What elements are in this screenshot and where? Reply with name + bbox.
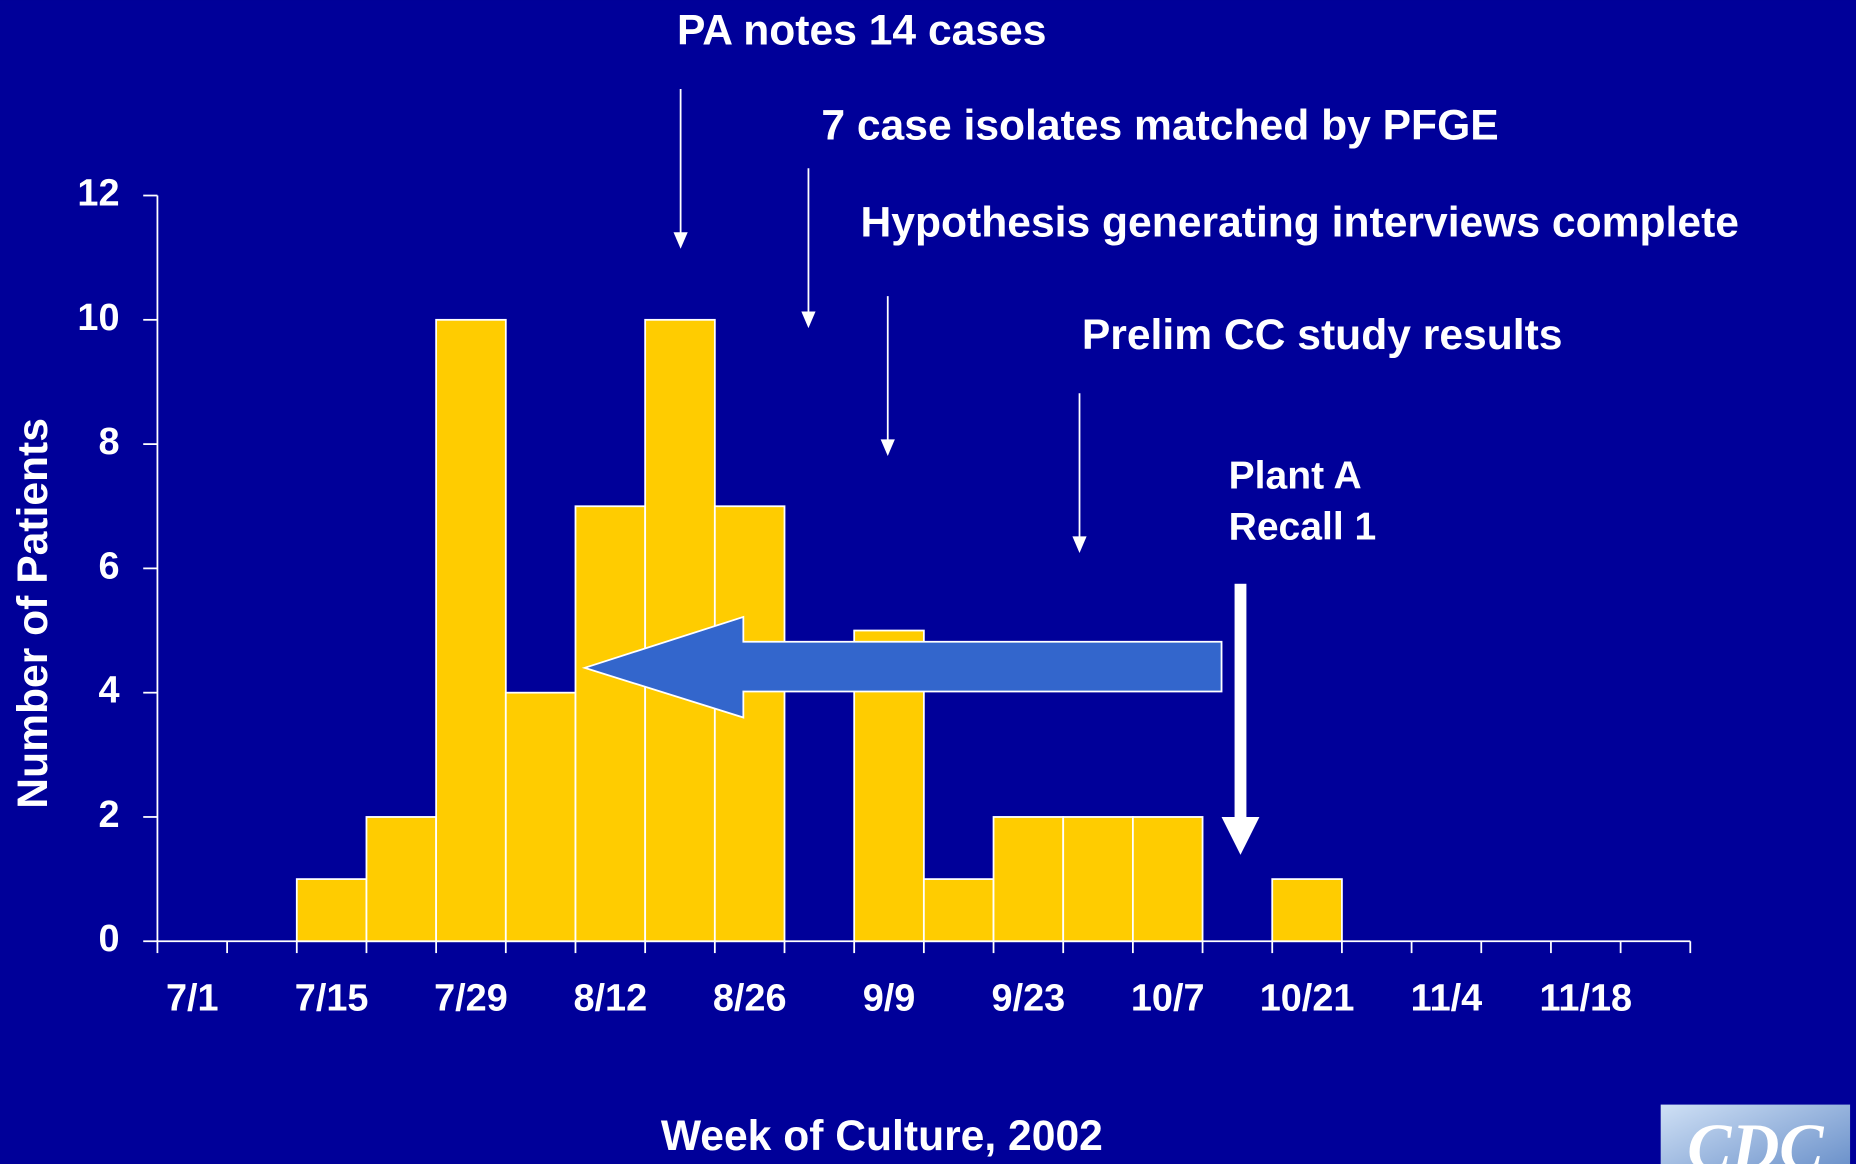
arrow-head [880, 439, 895, 456]
overlay: PA notes 14 cases 7 case isolates matched… [581, 7, 1739, 855]
bar [992, 816, 1065, 943]
bar [713, 505, 786, 943]
annotation: 7 case isolates matched by PFGE [821, 101, 1498, 149]
bar [1271, 878, 1343, 943]
y-tick-label: 2 [98, 794, 119, 836]
bar [504, 691, 577, 943]
arrow-head [801, 311, 816, 329]
bar [1062, 816, 1134, 943]
y-tick-label: 12 [77, 173, 119, 215]
x-tick-label: 8/26 [713, 977, 787, 1019]
x-tick-label: 10/7 [1131, 977, 1205, 1019]
recall-arrow-head [1221, 816, 1260, 855]
x-tick-label: 9/23 [992, 977, 1066, 1019]
x-axis-label: Week of Culture, 2002 [661, 1112, 1103, 1160]
bar [365, 816, 438, 943]
x-tick-label: 9/9 [863, 977, 916, 1019]
y-tick-label: 6 [98, 545, 119, 587]
bar [1131, 816, 1204, 943]
x-tick-label: 11/4 [1411, 977, 1483, 1019]
recall-arrow-shaft [1234, 583, 1247, 821]
annotation: Prelim CC study results [1082, 311, 1563, 359]
x-tick-label: 7/29 [434, 977, 508, 1019]
y-tick-label: 8 [98, 421, 119, 463]
bar [922, 878, 995, 943]
x-tick-label: 8/12 [573, 977, 647, 1019]
bar [435, 318, 507, 943]
annotation: Hypothesis generating interviews complet… [861, 198, 1739, 246]
x-tick-label: 11/18 [1539, 977, 1632, 1019]
bar [295, 878, 368, 943]
annotation: PA notes 14 cases [677, 7, 1046, 55]
y-tick-label: 0 [98, 918, 119, 960]
logo-box [1660, 1104, 1851, 1164]
logo: CDC [1660, 1104, 1851, 1164]
y-tick-label: 10 [77, 297, 119, 339]
x-tick-label: 7/1 [166, 977, 219, 1019]
logo-text: CDC [1687, 1112, 1824, 1164]
annotation: Plant A [1229, 455, 1362, 498]
y-axis-label: Number of Patients [9, 418, 57, 809]
timeline-arrow [581, 615, 1223, 719]
arrow-head [1072, 536, 1087, 553]
annotation: Recall 1 [1229, 506, 1377, 549]
y-tick-label: 4 [98, 670, 119, 712]
x-tick-label: 10/21 [1260, 977, 1355, 1019]
x-tick-label: 7/15 [295, 977, 369, 1019]
bar [574, 505, 647, 943]
arrow-head [673, 232, 688, 249]
